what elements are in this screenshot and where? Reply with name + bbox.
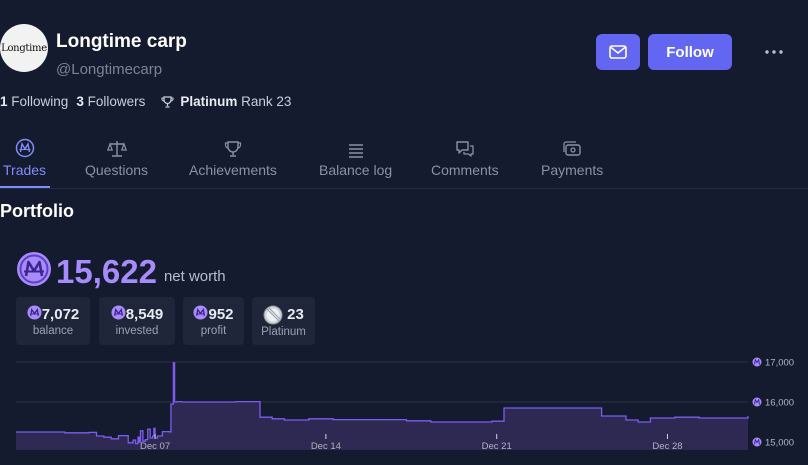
league-link[interactable]: Platinum Rank 23: [161, 94, 291, 109]
portfolio-line: [16, 362, 749, 445]
tab-achievements[interactable]: Achievements: [189, 136, 277, 178]
avatar[interactable]: Longtime: [0, 24, 48, 72]
profile-stats: 1 Following 3 Followers Platinum Rank 23: [0, 94, 291, 109]
balance-label: balance: [32, 325, 74, 337]
net-worth-label: net worth: [163, 268, 226, 285]
profile-handle: @Longtimecarp: [56, 61, 163, 78]
svg-text:17,000: 17,000: [765, 358, 794, 369]
chat-icon: [455, 136, 475, 158]
tab-comments[interactable]: Comments: [431, 136, 499, 178]
y-tick-label: 17,000: [752, 357, 794, 369]
mana-coin-icon: [27, 305, 42, 324]
invested-value: 8,549: [125, 306, 164, 323]
mana-coin-icon: [193, 305, 209, 324]
list-icon: [347, 136, 365, 158]
tab-questions[interactable]: Questions: [85, 136, 148, 178]
tab-balance-log[interactable]: Balance log: [319, 136, 392, 178]
league-card-label: Platinum: [261, 325, 306, 338]
mana-coin-icon: [16, 251, 52, 292]
payment-icon: [562, 136, 582, 158]
more-options-button[interactable]: [760, 40, 788, 64]
profit-card: 952 profit: [183, 297, 244, 345]
tab-payments[interactable]: Payments: [541, 136, 603, 178]
rank-label: Rank 23: [241, 94, 292, 109]
envelope-icon: [609, 45, 627, 59]
tabs-divider: [0, 188, 808, 189]
trophy-icon: [161, 95, 174, 108]
x-tick-label: Dec 21: [482, 441, 512, 452]
profile-tabs: Trades Questions Achievements Balance lo…: [0, 136, 808, 188]
svg-text:16,000: 16,000: [765, 398, 794, 409]
invested-label: invested: [115, 325, 159, 337]
x-tick-label: Dec 14: [311, 441, 341, 452]
portfolio-chart[interactable]: Dec 07 Dec 14 Dec 21 Dec 28 17,000 16,000 15,…: [0, 350, 808, 465]
platinum-medal-icon: [263, 305, 283, 325]
ellipsis-icon: [765, 50, 783, 54]
tab-trades[interactable]: Trades: [3, 136, 46, 178]
invested-card: 8,549 invested: [99, 297, 175, 345]
x-tick-label: Dec 28: [652, 441, 682, 452]
mana-coin-icon: [111, 305, 126, 324]
y-tick-label: 15,000: [752, 437, 794, 449]
profit-label: profit: [200, 325, 227, 337]
league-card[interactable]: 23 Platinum: [252, 297, 315, 345]
balance-value: 7,072: [41, 306, 80, 323]
follow-button[interactable]: Follow: [648, 34, 732, 70]
net-worth: 15,622 net worth: [16, 251, 226, 292]
league-rank-value: 23: [287, 306, 304, 323]
following-link[interactable]: 1 Following: [0, 94, 69, 109]
avatar-text: Longtime: [1, 42, 47, 54]
net-worth-value: 15,622: [56, 252, 157, 290]
x-tick-label: Dec 07: [140, 441, 170, 452]
profit-value: 952: [208, 306, 234, 323]
mana-icon: [15, 136, 35, 158]
balance-card: 7,072 balance: [16, 297, 90, 345]
svg-text:15,000: 15,000: [765, 438, 794, 449]
portfolio-title: Portfolio: [0, 201, 74, 221]
active-tab-indicator: [0, 186, 50, 188]
profile-name: Longtime carp: [56, 31, 187, 52]
league-name: Platinum: [180, 94, 238, 109]
trophy-icon: [224, 136, 242, 158]
scale-icon: [106, 136, 127, 158]
y-tick-label: 16,000: [752, 397, 794, 409]
followers-link[interactable]: 3 Followers: [76, 94, 146, 109]
message-button[interactable]: [596, 34, 640, 70]
portfolio-area: [16, 362, 748, 450]
